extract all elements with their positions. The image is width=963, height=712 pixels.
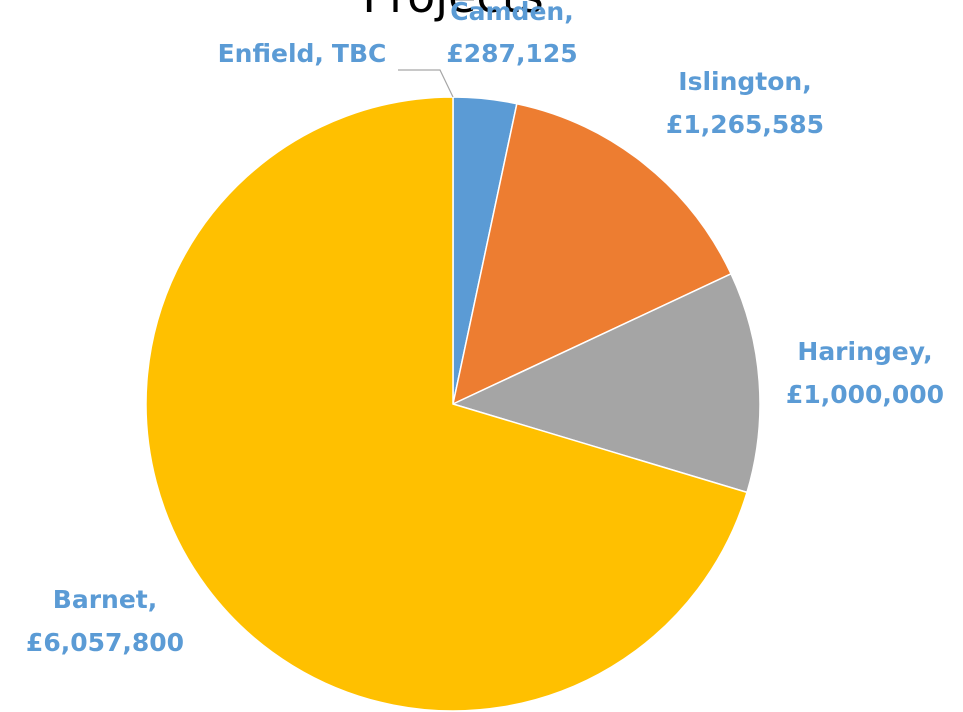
value-label: £1,000,000: [786, 380, 944, 409]
value-label: £1,265,585: [666, 110, 824, 139]
value-label: TBC: [332, 39, 386, 68]
data-label: Enfield, TBC: [218, 39, 387, 68]
category-name: Enfield: [218, 39, 315, 68]
value-label: £6,057,800: [26, 628, 184, 657]
category-name: Islington: [678, 67, 802, 96]
data-label: Islington, £1,265,585: [666, 67, 824, 139]
pie-slice: [450, 272, 761, 494]
chart-title: Projects: [362, 0, 543, 23]
label-separator: ,: [923, 337, 933, 366]
label-separator: ,: [148, 585, 158, 614]
label-separator: ,: [314, 39, 324, 68]
category-name: Haringey: [797, 337, 924, 366]
pie-slice: [145, 96, 748, 712]
category-name: Camden: [450, 0, 564, 26]
data-label: Haringey, £1,000,000: [786, 337, 944, 409]
leader-line: [398, 69, 454, 98]
value-label: £287,125: [446, 39, 577, 68]
data-label: Barnet, £6,057,800: [26, 585, 184, 657]
data-label: Camden, £287,125: [446, 0, 577, 68]
label-separator: ,: [802, 67, 812, 96]
category-name: Barnet: [53, 585, 148, 614]
pie-slice: [451, 102, 733, 406]
label-separator: ,: [564, 0, 574, 26]
